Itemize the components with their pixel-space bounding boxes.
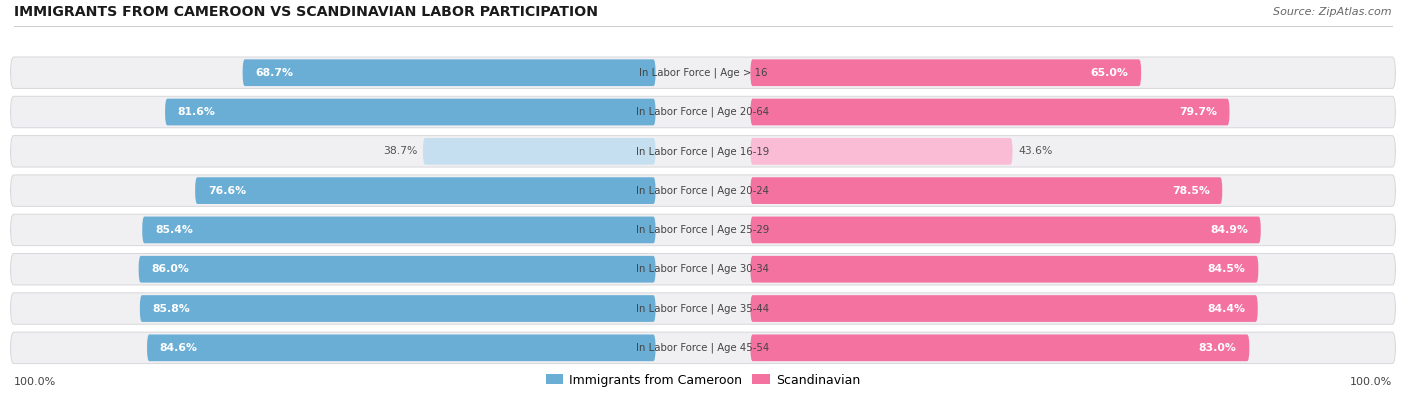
Text: 78.5%: 78.5% (1171, 186, 1209, 196)
Text: Source: ZipAtlas.com: Source: ZipAtlas.com (1274, 7, 1392, 17)
Text: 85.4%: 85.4% (155, 225, 193, 235)
Legend: Immigrants from Cameroon, Scandinavian: Immigrants from Cameroon, Scandinavian (546, 374, 860, 387)
FancyBboxPatch shape (751, 177, 1222, 204)
Text: In Labor Force | Age 20-24: In Labor Force | Age 20-24 (637, 185, 769, 196)
Text: In Labor Force | Age > 16: In Labor Force | Age > 16 (638, 68, 768, 78)
Text: 38.7%: 38.7% (382, 146, 418, 156)
FancyBboxPatch shape (751, 99, 1229, 125)
Text: 84.5%: 84.5% (1208, 264, 1246, 274)
Text: IMMIGRANTS FROM CAMEROON VS SCANDINAVIAN LABOR PARTICIPATION: IMMIGRANTS FROM CAMEROON VS SCANDINAVIAN… (14, 5, 598, 19)
FancyBboxPatch shape (10, 214, 1395, 246)
FancyBboxPatch shape (10, 332, 1395, 363)
FancyBboxPatch shape (139, 295, 655, 322)
Text: 100.0%: 100.0% (1350, 378, 1392, 387)
Text: In Labor Force | Age 30-34: In Labor Force | Age 30-34 (637, 264, 769, 275)
FancyBboxPatch shape (142, 216, 655, 243)
Text: 84.9%: 84.9% (1211, 225, 1249, 235)
FancyBboxPatch shape (10, 254, 1395, 285)
FancyBboxPatch shape (751, 256, 1258, 282)
Text: 100.0%: 100.0% (14, 378, 56, 387)
Text: 86.0%: 86.0% (152, 264, 190, 274)
Text: 84.6%: 84.6% (160, 343, 198, 353)
FancyBboxPatch shape (165, 99, 655, 125)
FancyBboxPatch shape (751, 59, 1142, 86)
FancyBboxPatch shape (751, 335, 1250, 361)
FancyBboxPatch shape (751, 138, 1012, 165)
FancyBboxPatch shape (10, 57, 1395, 88)
Text: In Labor Force | Age 25-29: In Labor Force | Age 25-29 (637, 225, 769, 235)
Text: In Labor Force | Age 45-54: In Labor Force | Age 45-54 (637, 342, 769, 353)
FancyBboxPatch shape (139, 256, 655, 282)
FancyBboxPatch shape (243, 59, 655, 86)
FancyBboxPatch shape (423, 138, 655, 165)
FancyBboxPatch shape (751, 295, 1258, 322)
FancyBboxPatch shape (751, 216, 1261, 243)
Text: In Labor Force | Age 20-64: In Labor Force | Age 20-64 (637, 107, 769, 117)
FancyBboxPatch shape (148, 335, 655, 361)
FancyBboxPatch shape (10, 293, 1395, 324)
FancyBboxPatch shape (195, 177, 655, 204)
FancyBboxPatch shape (10, 96, 1395, 128)
Text: 43.6%: 43.6% (1018, 146, 1053, 156)
Text: In Labor Force | Age 16-19: In Labor Force | Age 16-19 (637, 146, 769, 156)
Text: 76.6%: 76.6% (208, 186, 246, 196)
Text: In Labor Force | Age 35-44: In Labor Force | Age 35-44 (637, 303, 769, 314)
Text: 84.4%: 84.4% (1208, 303, 1246, 314)
Text: 68.7%: 68.7% (256, 68, 294, 78)
FancyBboxPatch shape (10, 175, 1395, 206)
Text: 83.0%: 83.0% (1199, 343, 1237, 353)
Text: 85.8%: 85.8% (152, 303, 190, 314)
Text: 79.7%: 79.7% (1178, 107, 1216, 117)
Text: 65.0%: 65.0% (1091, 68, 1129, 78)
Text: 81.6%: 81.6% (177, 107, 215, 117)
FancyBboxPatch shape (10, 135, 1395, 167)
